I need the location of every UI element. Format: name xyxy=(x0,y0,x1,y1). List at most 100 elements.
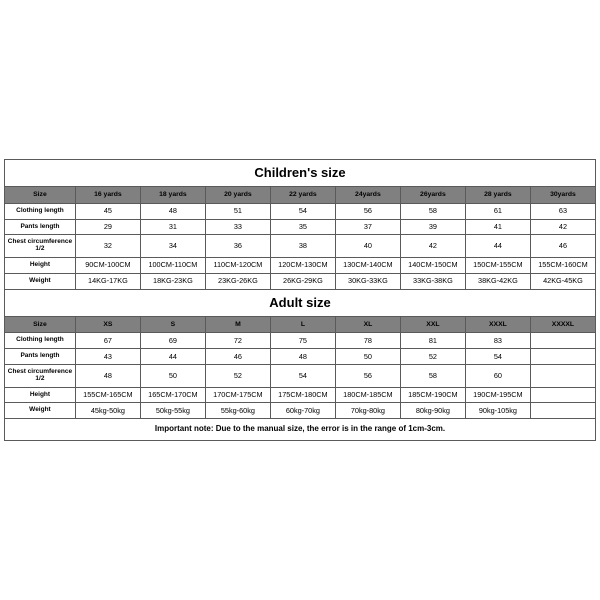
row-label: Chest circumference 1/2 xyxy=(5,235,76,258)
table-row: Chest circumference 1/2 32 34 36 38 40 4… xyxy=(5,235,596,258)
cell: 30KG-33KG xyxy=(335,273,400,289)
cell: 54 xyxy=(270,203,335,219)
cell: 170CM-175CM xyxy=(205,387,270,403)
cell: 36 xyxy=(205,235,270,258)
cell: 45 xyxy=(75,203,140,219)
cell: 40 xyxy=(335,235,400,258)
cell: 67 xyxy=(75,333,140,349)
cell xyxy=(530,364,595,387)
cell: 41 xyxy=(465,219,530,235)
cell: 54 xyxy=(270,364,335,387)
cell: 26KG-29KG xyxy=(270,273,335,289)
cell: 56 xyxy=(335,203,400,219)
cell: 120CM-130CM xyxy=(270,257,335,273)
cell: 50 xyxy=(140,364,205,387)
cell: 33KG-38KG xyxy=(400,273,465,289)
cell: 42KG-45KG xyxy=(530,273,595,289)
cell: 38 xyxy=(270,235,335,258)
children-hdr-6: 26yards xyxy=(400,187,465,203)
size-chart-wrapper: Children's size Size 16 yards 18 yards 2… xyxy=(0,159,600,441)
table-row: Height 90CM-100CM 100CM-110CM 110CM-120C… xyxy=(5,257,596,273)
cell: 70kg-80kg xyxy=(335,403,400,419)
children-hdr-7: 28 yards xyxy=(465,187,530,203)
table-row: Weight 14KG-17KG 18KG-23KG 23KG-26KG 26K… xyxy=(5,273,596,289)
cell: 78 xyxy=(335,333,400,349)
cell: 54 xyxy=(465,349,530,365)
cell: 60kg-70kg xyxy=(270,403,335,419)
row-label: Height xyxy=(5,257,76,273)
cell: 130CM-140CM xyxy=(335,257,400,273)
cell: 42 xyxy=(400,235,465,258)
adult-hdr-6: XXL xyxy=(400,316,465,332)
children-hdr-0: Size xyxy=(5,187,76,203)
cell: 48 xyxy=(75,364,140,387)
adult-hdr-2: S xyxy=(140,316,205,332)
cell: 48 xyxy=(140,203,205,219)
cell: 90kg-105kg xyxy=(465,403,530,419)
row-label: Pants length xyxy=(5,349,76,365)
cell: 44 xyxy=(465,235,530,258)
cell: 18KG-23KG xyxy=(140,273,205,289)
adult-hdr-4: L xyxy=(270,316,335,332)
cell xyxy=(530,403,595,419)
cell: 39 xyxy=(400,219,465,235)
cell: 100CM-110CM xyxy=(140,257,205,273)
cell: 155CM-165CM xyxy=(75,387,140,403)
row-label: Weight xyxy=(5,403,76,419)
cell: 35 xyxy=(270,219,335,235)
cell: 42 xyxy=(530,219,595,235)
cell: 55kg-60kg xyxy=(205,403,270,419)
cell: 180CM-185CM xyxy=(335,387,400,403)
cell: 58 xyxy=(400,364,465,387)
row-label: Clothing length xyxy=(5,203,76,219)
table-row: Pants length 29 31 33 35 37 39 41 42 xyxy=(5,219,596,235)
table-row: Pants length 43 44 46 48 50 52 54 xyxy=(5,349,596,365)
adult-hdr-5: XL xyxy=(335,316,400,332)
cell: 46 xyxy=(205,349,270,365)
adult-hdr-0: Size xyxy=(5,316,76,332)
table-row: Chest circumference 1/2 48 50 52 54 56 5… xyxy=(5,364,596,387)
cell: 50 xyxy=(335,349,400,365)
table-row: Weight 45kg-50kg 50kg-55kg 55kg-60kg 60k… xyxy=(5,403,596,419)
cell: 46 xyxy=(530,235,595,258)
cell: 23KG-26KG xyxy=(205,273,270,289)
cell: 33 xyxy=(205,219,270,235)
cell: 31 xyxy=(140,219,205,235)
cell: 44 xyxy=(140,349,205,365)
cell: 37 xyxy=(335,219,400,235)
cell: 29 xyxy=(75,219,140,235)
row-label: Pants length xyxy=(5,219,76,235)
cell: 58 xyxy=(400,203,465,219)
children-hdr-8: 30yards xyxy=(530,187,595,203)
cell: 83 xyxy=(465,333,530,349)
cell: 155CM-160CM xyxy=(530,257,595,273)
cell: 75 xyxy=(270,333,335,349)
children-section: Children's size Size 16 yards 18 yards 2… xyxy=(5,159,596,289)
cell: 140CM-150CM xyxy=(400,257,465,273)
children-hdr-5: 24yards xyxy=(335,187,400,203)
cell: 50kg-55kg xyxy=(140,403,205,419)
cell: 175CM-180CM xyxy=(270,387,335,403)
cell: 190CM-195CM xyxy=(465,387,530,403)
cell: 32 xyxy=(75,235,140,258)
children-title: Children's size xyxy=(5,159,596,186)
cell: 51 xyxy=(205,203,270,219)
cell: 52 xyxy=(400,349,465,365)
children-header-row: Size 16 yards 18 yards 20 yards 22 yards… xyxy=(5,187,596,203)
row-label: Height xyxy=(5,387,76,403)
cell: 61 xyxy=(465,203,530,219)
cell: 80kg-90kg xyxy=(400,403,465,419)
cell: 38KG-42KG xyxy=(465,273,530,289)
cell: 43 xyxy=(75,349,140,365)
adult-title: Adult size xyxy=(5,289,596,316)
cell: 90CM-100CM xyxy=(75,257,140,273)
cell: 14KG-17KG xyxy=(75,273,140,289)
cell: 45kg-50kg xyxy=(75,403,140,419)
cell: 56 xyxy=(335,364,400,387)
cell: 63 xyxy=(530,203,595,219)
table-row: Clothing length 67 69 72 75 78 81 83 xyxy=(5,333,596,349)
footnote: Important note: Due to the manual size, … xyxy=(5,419,596,441)
row-label: Weight xyxy=(5,273,76,289)
cell: 60 xyxy=(465,364,530,387)
table-row: Clothing length 45 48 51 54 56 58 61 63 xyxy=(5,203,596,219)
